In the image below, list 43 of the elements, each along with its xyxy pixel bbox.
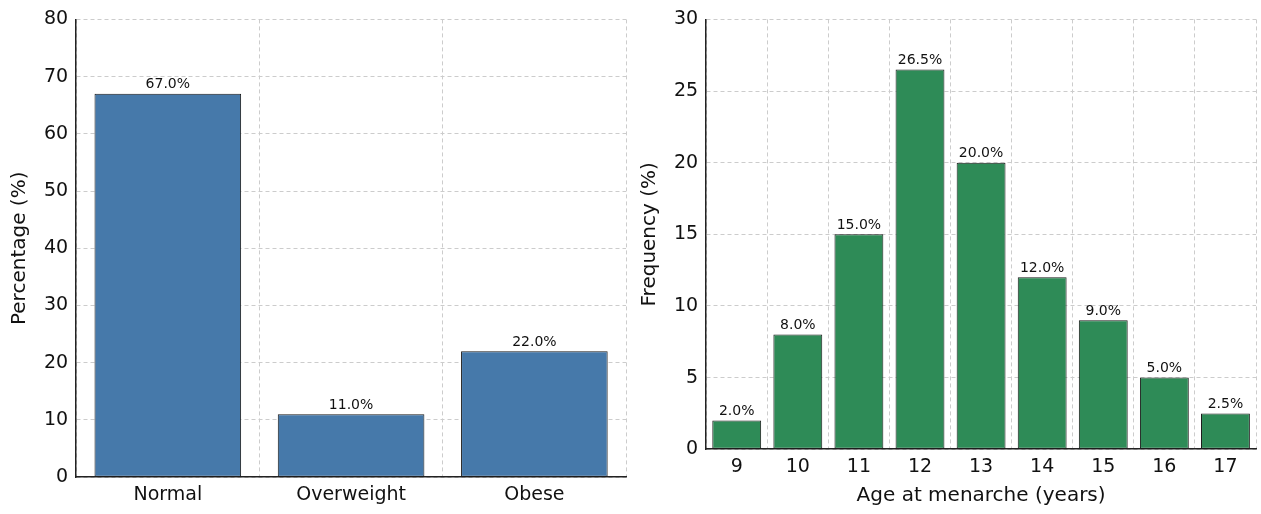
data-label: 26.5% — [897, 51, 943, 68]
data-label: 11.0% — [328, 395, 374, 412]
data-label: 2.5% — [1207, 395, 1244, 412]
y-tick-label: 25 — [673, 77, 699, 100]
x-axis-title: Age at menarche (years) — [856, 482, 1106, 507]
x-tick-label: 10 — [785, 453, 810, 476]
y-tick-label: 70 — [43, 63, 69, 86]
y-tick-label: 50 — [43, 178, 69, 201]
x-tick-label: 9 — [730, 453, 743, 476]
x-tick-label: Obese — [504, 481, 565, 504]
y-tick-label: 80 — [43, 6, 69, 29]
y-tick-label: 0 — [56, 464, 69, 487]
data-label: 5.0% — [1146, 359, 1183, 376]
y-tick-label: 30 — [673, 6, 699, 29]
x-tick-label: 11 — [846, 453, 871, 476]
data-label: 9.0% — [1085, 301, 1122, 318]
data-label: 12.0% — [1019, 258, 1065, 275]
y-tick-label: 10 — [673, 292, 699, 315]
y-tick-label: 40 — [43, 235, 69, 258]
data-label: 20.0% — [958, 144, 1004, 161]
y-tick-label: 10 — [43, 406, 69, 429]
x-tick-label: 16 — [1152, 453, 1177, 476]
y-tick-label: 15 — [673, 221, 699, 244]
x-tick-label: 15 — [1091, 453, 1116, 476]
y-tick-label: 60 — [43, 120, 69, 143]
x-tick-label: 12 — [907, 453, 933, 476]
y-tick-label: 20 — [43, 349, 69, 372]
data-label: 8.0% — [780, 316, 816, 333]
x-tick-label: Overweight — [296, 481, 406, 504]
x-tick-label: 14 — [1030, 453, 1055, 476]
y-tick-label: 5 — [686, 364, 699, 387]
x-tick-label: 13 — [968, 453, 994, 476]
y-tick-label: 20 — [673, 149, 699, 172]
y-tick-label: 0 — [686, 436, 699, 459]
x-tick-label: Normal — [133, 481, 203, 504]
y-axis-title: Percentage (%) — [6, 171, 31, 326]
data-label: 15.0% — [836, 215, 882, 232]
y-axis-title: Frequency (%) — [636, 162, 661, 307]
data-label: 2.0% — [718, 402, 755, 419]
data-label: 22.0% — [512, 332, 557, 349]
x-tick-label: 17 — [1213, 453, 1238, 476]
data-label: 67.0% — [145, 75, 191, 92]
y-tick-label: 30 — [43, 292, 69, 315]
